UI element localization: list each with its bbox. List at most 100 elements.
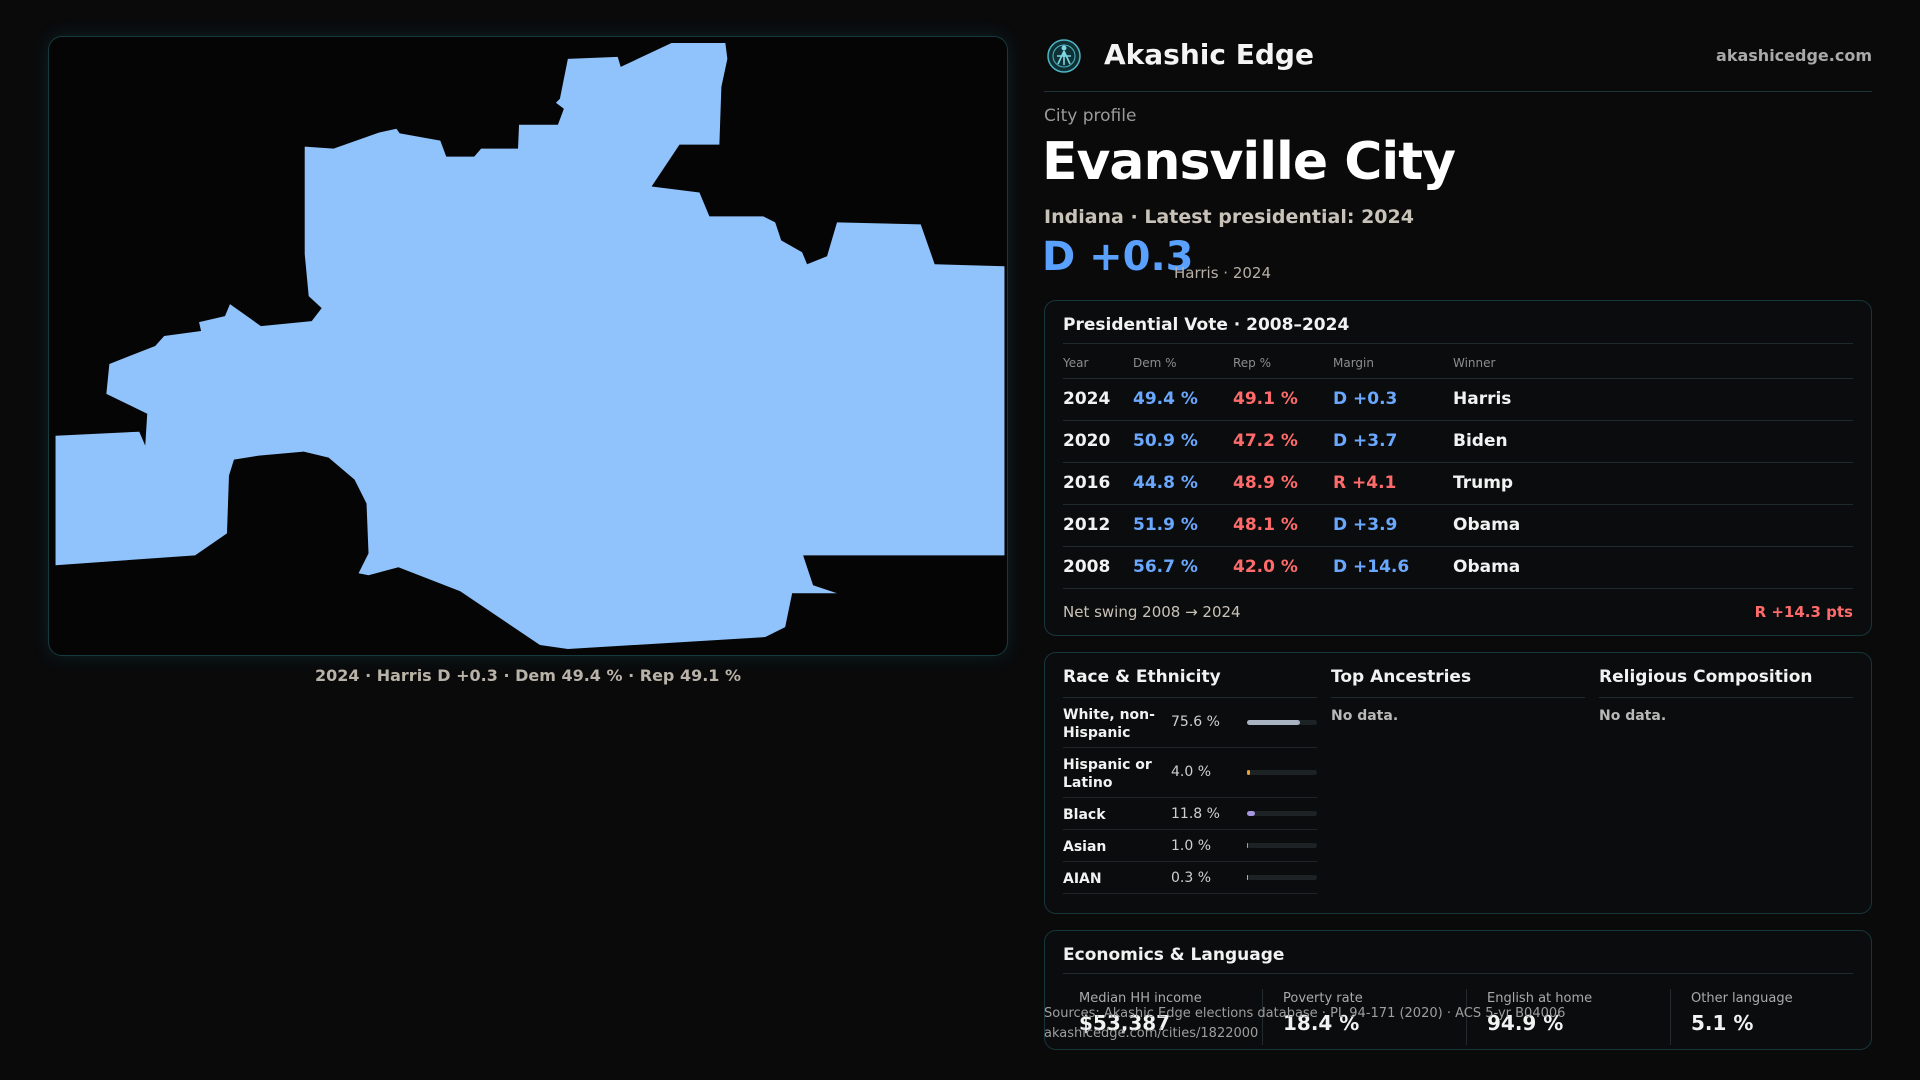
col-header-winner: Winner: [1453, 348, 1853, 379]
cell-margin: R +4.1: [1333, 462, 1453, 505]
stat-label: Poverty rate: [1283, 991, 1363, 1006]
race-name: White, non-Hispanic: [1063, 707, 1155, 741]
race-bar-fill: [1247, 811, 1256, 816]
table-row: 2016 44.8 % 48.9 % R +4.1 Trump: [1063, 462, 1853, 505]
cell-margin: D +0.3: [1333, 378, 1453, 421]
presidential-vote-table: Year Dem % Rep % Margin Winner 2024 49.4…: [1063, 348, 1853, 589]
col-header-rep: Rep %: [1233, 348, 1333, 379]
cell-year: 2016: [1063, 462, 1133, 505]
cell-margin: D +14.6: [1333, 546, 1453, 589]
top-ancestries-title: Top Ancestries: [1331, 667, 1585, 698]
race-bar-track: [1247, 720, 1317, 725]
profile-subtitle: Indiana · Latest presidential: 2024: [1044, 206, 1414, 228]
header: Akashic Edge akashicedge.com: [1044, 36, 1872, 92]
economics-language-title: Economics & Language: [1063, 945, 1853, 974]
akashic-edge-logo-icon[interactable]: [1046, 38, 1082, 74]
cell-winner: Trump: [1453, 462, 1853, 505]
race-pct: 1.0 %: [1171, 838, 1212, 854]
col-header-dem: Dem %: [1133, 348, 1233, 379]
footer-sources: Sources: Akashic Edge elections database…: [1044, 1006, 1566, 1021]
cell-year: 2020: [1063, 420, 1133, 463]
cell-dem: 56.7 %: [1133, 546, 1233, 589]
site-link[interactable]: akashicedge.com: [1716, 46, 1872, 65]
cell-rep: 47.2 %: [1233, 420, 1333, 463]
religious-composition-title: Religious Composition: [1599, 667, 1853, 698]
stat-value: 94.9 %: [1487, 1011, 1564, 1035]
net-swing-row: Net swing 2008 → 2024 R +14.3 pts: [1063, 603, 1853, 621]
stat-english-at-home: English at home 94.9 %: [1471, 989, 1671, 1045]
presidential-vote-title: Presidential Vote · 2008–2024: [1063, 315, 1853, 344]
cell-rep: 42.0 %: [1233, 546, 1333, 589]
brand-name: Akashic Edge: [1104, 38, 1314, 71]
cell-margin: D +3.9: [1333, 504, 1453, 547]
race-row: White, non-Hispanic 75.6 %: [1063, 698, 1317, 748]
stat-label: Other language: [1691, 991, 1793, 1006]
race-pct: 75.6 %: [1171, 714, 1220, 730]
race-bar-track: [1247, 843, 1317, 848]
stat-value: $53,387: [1079, 1011, 1171, 1035]
table-row: 2020 50.9 % 47.2 % D +3.7 Biden: [1063, 420, 1853, 463]
race-ethnicity-title: Race & Ethnicity: [1063, 667, 1317, 698]
cell-year: 2012: [1063, 504, 1133, 547]
race-name: AIAN: [1063, 871, 1102, 887]
race-bar-track: [1247, 770, 1317, 775]
economics-stats: Median HH income $53,387 Poverty rate 18…: [1063, 989, 1853, 1045]
race-pct: 11.8 %: [1171, 806, 1220, 822]
cell-dem: 51.9 %: [1133, 504, 1233, 547]
stat-label: English at home: [1487, 991, 1593, 1006]
race-name: Asian: [1063, 839, 1107, 855]
footer-url[interactable]: akashicedge.com/cities/1822000: [1044, 1026, 1259, 1041]
cell-dem: 49.4 %: [1133, 378, 1233, 421]
cell-dem: 50.9 %: [1133, 420, 1233, 463]
race-name: Hispanic or Latino: [1063, 757, 1152, 791]
city-boundary-map: [55, 42, 1005, 650]
stat-value: 5.1 %: [1691, 1011, 1754, 1035]
economics-language-card: Economics & Language Median HH income $5…: [1044, 930, 1872, 1050]
city-boundary-shape: [55, 42, 1005, 650]
cell-winner: Biden: [1453, 420, 1853, 463]
cell-winner: Harris: [1453, 378, 1853, 421]
table-row: 2008 56.7 % 42.0 % D +14.6 Obama: [1063, 546, 1853, 589]
race-bar-fill: [1247, 875, 1249, 880]
map-caption: 2024 · Harris D +0.3 · Dem 49.4 % · Rep …: [314, 666, 742, 685]
cell-year: 2024: [1063, 378, 1133, 421]
race-pct: 0.3 %: [1171, 870, 1212, 886]
race-bar-fill: [1247, 720, 1300, 725]
cell-rep: 49.1 %: [1233, 378, 1333, 421]
cell-margin: D +3.7: [1333, 420, 1453, 463]
city-map[interactable]: [48, 36, 1008, 656]
latest-margin-note: Harris · 2024: [1174, 264, 1272, 282]
race-row: Hispanic or Latino 4.0 %: [1063, 748, 1317, 798]
net-swing-value: R +14.3 pts: [1754, 603, 1853, 621]
stat-other-language: Other language 5.1 %: [1675, 989, 1875, 1045]
top-ancestries-section: Top Ancestries No data.: [1331, 667, 1585, 724]
race-bar-track: [1247, 875, 1317, 880]
cell-rep: 48.1 %: [1233, 504, 1333, 547]
cell-rep: 48.9 %: [1233, 462, 1333, 505]
net-swing-label: Net swing 2008 → 2024: [1063, 603, 1241, 621]
race-row: Asian 1.0 %: [1063, 830, 1317, 862]
race-bar-fill: [1247, 843, 1249, 848]
stat-median-income: Median HH income $53,387: [1063, 989, 1263, 1045]
presidential-vote-card: Presidential Vote · 2008–2024 Year Dem %…: [1044, 300, 1872, 636]
religious-composition-empty: No data.: [1599, 708, 1667, 724]
cell-winner: Obama: [1453, 504, 1853, 547]
col-header-year: Year: [1063, 348, 1133, 379]
stat-value: 18.4 %: [1283, 1011, 1360, 1035]
page-title: Evansville City: [1042, 132, 1456, 192]
latest-margin: D +0.3: [1042, 234, 1194, 280]
race-ethnicity-section: Race & Ethnicity White, non-Hispanic 75.…: [1063, 667, 1317, 894]
col-header-margin: Margin: [1333, 348, 1453, 379]
top-ancestries-empty: No data.: [1331, 708, 1399, 724]
race-name: Black: [1063, 807, 1106, 823]
race-bar-track: [1247, 811, 1317, 816]
race-row: Black 11.8 %: [1063, 798, 1317, 830]
cell-winner: Obama: [1453, 546, 1853, 589]
table-row: 2012 51.9 % 48.1 % D +3.9 Obama: [1063, 504, 1853, 547]
race-row: AIAN 0.3 %: [1063, 862, 1317, 894]
cell-dem: 44.8 %: [1133, 462, 1233, 505]
race-bar-fill: [1247, 770, 1250, 775]
race-pct: 4.0 %: [1171, 764, 1212, 780]
cell-year: 2008: [1063, 546, 1133, 589]
table-row: 2024 49.4 % 49.1 % D +0.3 Harris: [1063, 378, 1853, 421]
